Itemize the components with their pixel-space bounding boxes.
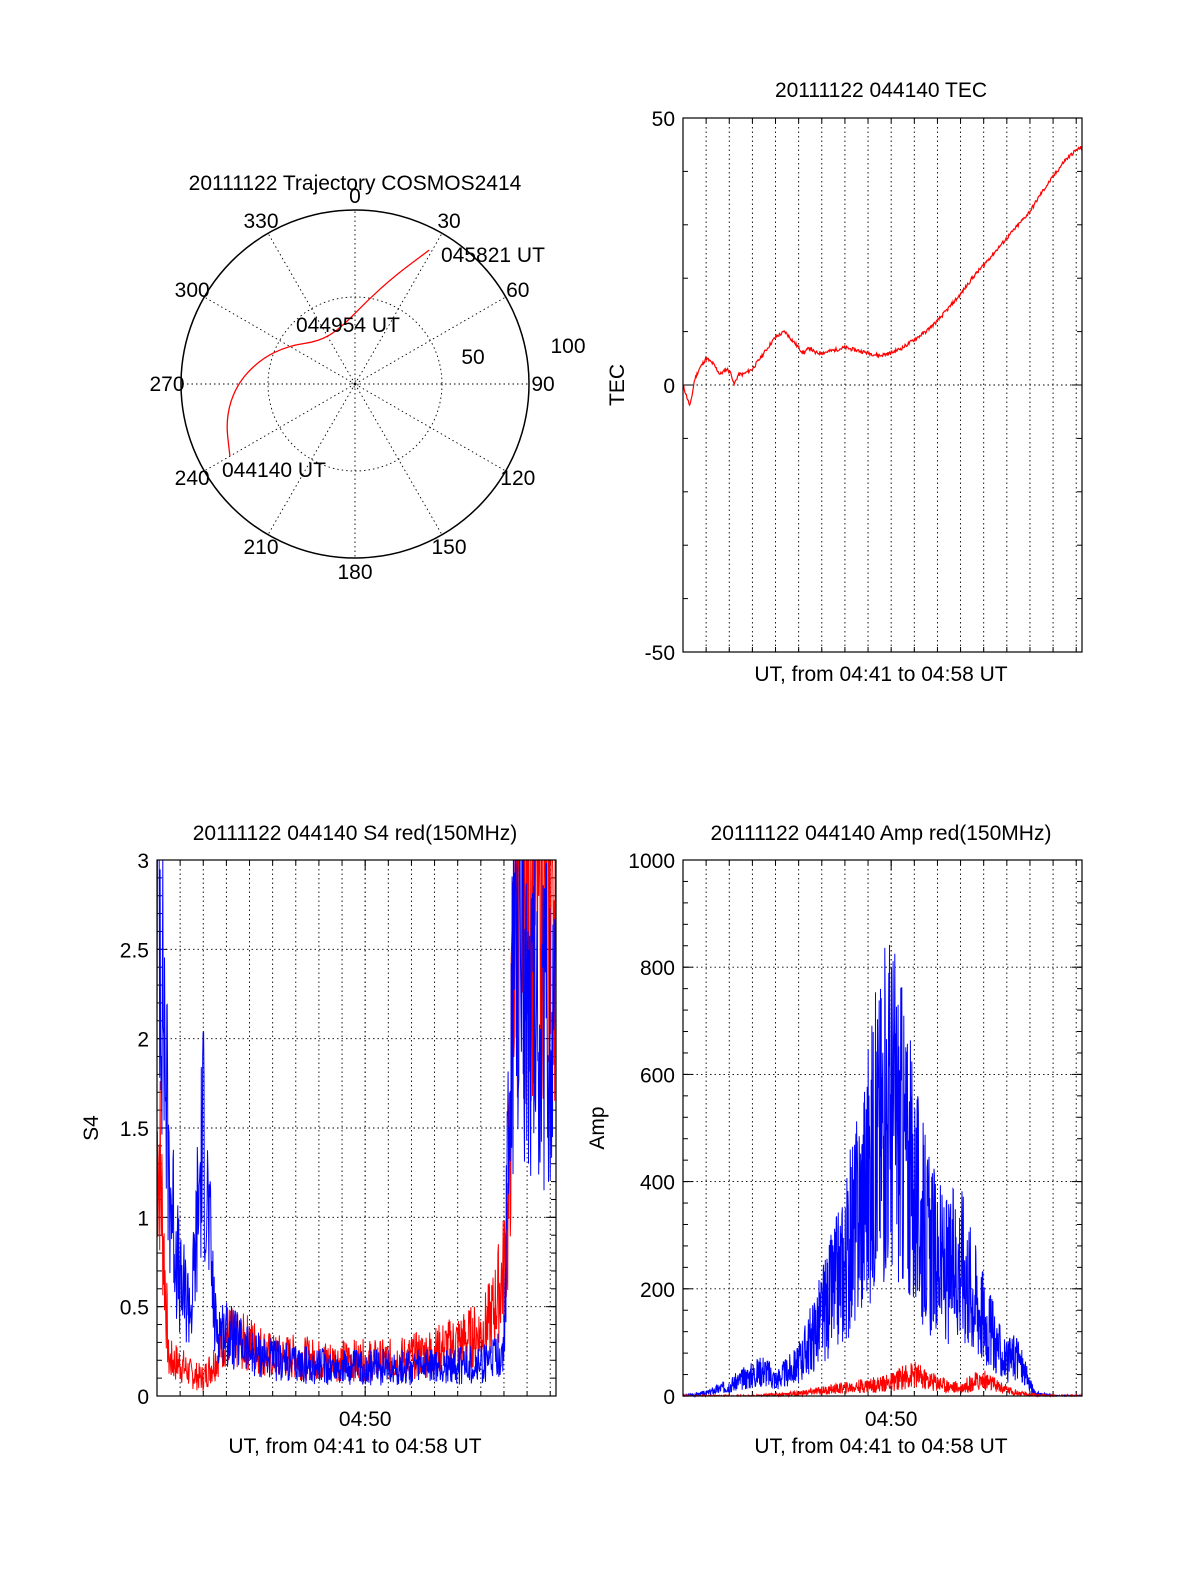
y-tick-label--50: -50	[645, 642, 675, 665]
polar-angle-label-90: 90	[531, 373, 554, 396]
plot-frame	[682, 117, 1083, 653]
amp-xlabel: UT, from 04:41 to 04:58 UT	[754, 1435, 1007, 1458]
y-tick-label-1000: 1000	[628, 850, 675, 873]
amp-ylabel: Amp	[586, 1106, 609, 1149]
polar-center	[351, 380, 359, 388]
polar-angle-label-210: 210	[243, 536, 278, 559]
y-tick-label-3: 3	[137, 850, 149, 873]
series-line-0	[682, 944, 1083, 1398]
polar-annotation-start: 044140 UT	[222, 459, 326, 482]
s4-ylabel: S4	[80, 1115, 103, 1141]
y-tick-label-2.5: 2.5	[120, 939, 149, 962]
y-tick-label-1: 1	[137, 1207, 149, 1230]
plot-frame	[156, 859, 557, 1397]
polar-trajectory-line-0	[226, 249, 430, 457]
s4-plot-area: 0 0.5 1 1.5 2 2.5 3 04:50	[120, 850, 557, 1431]
plot-frame	[682, 859, 1083, 1397]
y-tick-label-200: 200	[640, 1279, 675, 1302]
s4-panel: 20111122 044140 S4 red(150MHz) 0 0.5 1 1.5 2…	[80, 822, 557, 1458]
s4-xlabel: UT, from 04:41 to 04:58 UT	[228, 1435, 481, 1458]
y-tick-label-600: 600	[640, 1064, 675, 1087]
polar-spoke-120	[354, 383, 506, 472]
tec-panel: 20111122 044140 TEC -50 0 50 UT, from 04:4…	[606, 79, 1083, 686]
polar-angle-label-60: 60	[506, 279, 529, 302]
polar-spoke-150	[354, 383, 443, 535]
polar-angle-label-150: 150	[431, 536, 466, 559]
polar-angle-label-120: 120	[500, 467, 535, 490]
polar-outer-ring	[180, 209, 530, 559]
y-tick-label-0.5: 0.5	[120, 1297, 149, 1320]
s4-title: 20111122 044140 S4 red(150MHz)	[193, 822, 518, 845]
polar-angle-labels: 0 30 60 90 120 150 180 210 240 270 300 330	[149, 185, 554, 584]
amp-title: 20111122 044140 Amp red(150MHz)	[711, 822, 1052, 845]
series-line-0	[682, 146, 1083, 407]
polar-grid	[180, 209, 530, 559]
series-line-0	[156, 859, 556, 1391]
polar-spoke-300	[204, 296, 356, 385]
y-tick-label-50: 50	[652, 108, 675, 131]
y-tick-label-0: 0	[663, 375, 675, 398]
polar-angle-label-300: 300	[175, 279, 210, 302]
trajectory-polar-panel: 20111122 Trajectory COSMOS2414 0 30 60 90 12…	[149, 172, 585, 584]
polar-radial-label-50: 50	[461, 346, 484, 369]
polar-radial-label-100: 100	[550, 335, 585, 358]
polar-spoke-30	[354, 233, 443, 385]
polar-angle-label-30: 30	[437, 210, 460, 233]
polar-angle-label-0: 0	[349, 185, 361, 208]
x-tick-label-04:50: 04:50	[339, 1408, 392, 1431]
y-tick-label-1.5: 1.5	[120, 1118, 149, 1141]
x-tick-label-04:50: 04:50	[865, 1408, 918, 1431]
polar-angle-label-240: 240	[175, 467, 210, 490]
polar-annotation-end: 045821 UT	[441, 244, 545, 267]
tec-title: 20111122 044140 TEC	[775, 79, 987, 102]
tec-ylabel: TEC	[606, 364, 629, 406]
polar-spoke-330	[267, 233, 356, 385]
y-tick-label-400: 400	[640, 1172, 675, 1195]
amp-panel: 20111122 044140 Amp red(150MHz) 0 200 400 6…	[586, 822, 1083, 1458]
series-line-1	[156, 859, 557, 1386]
polar-trajectory-series	[226, 249, 430, 457]
tec-plot-area: -50 0 50	[645, 108, 1083, 665]
y-tick-label-800: 800	[640, 957, 675, 980]
polar-spoke-240	[204, 383, 356, 472]
polar-spoke-210	[267, 383, 356, 535]
y-tick-label-2: 2	[137, 1029, 149, 1052]
polar-angle-label-330: 330	[243, 210, 278, 233]
y-tick-label-0: 0	[663, 1386, 675, 1409]
polar-angle-label-180: 180	[337, 561, 372, 584]
y-tick-label-0: 0	[137, 1386, 149, 1409]
polar-annotation-mid: 044954 UT	[296, 314, 400, 337]
tec-xlabel: UT, from 04:41 to 04:58 UT	[754, 663, 1007, 686]
polar-spoke-60	[354, 296, 506, 385]
polar-title: 20111122 Trajectory COSMOS2414	[189, 172, 522, 195]
polar-angle-label-270: 270	[149, 373, 184, 396]
amp-plot-area: 0 200 400 600 800 1000 04:50	[628, 850, 1083, 1431]
